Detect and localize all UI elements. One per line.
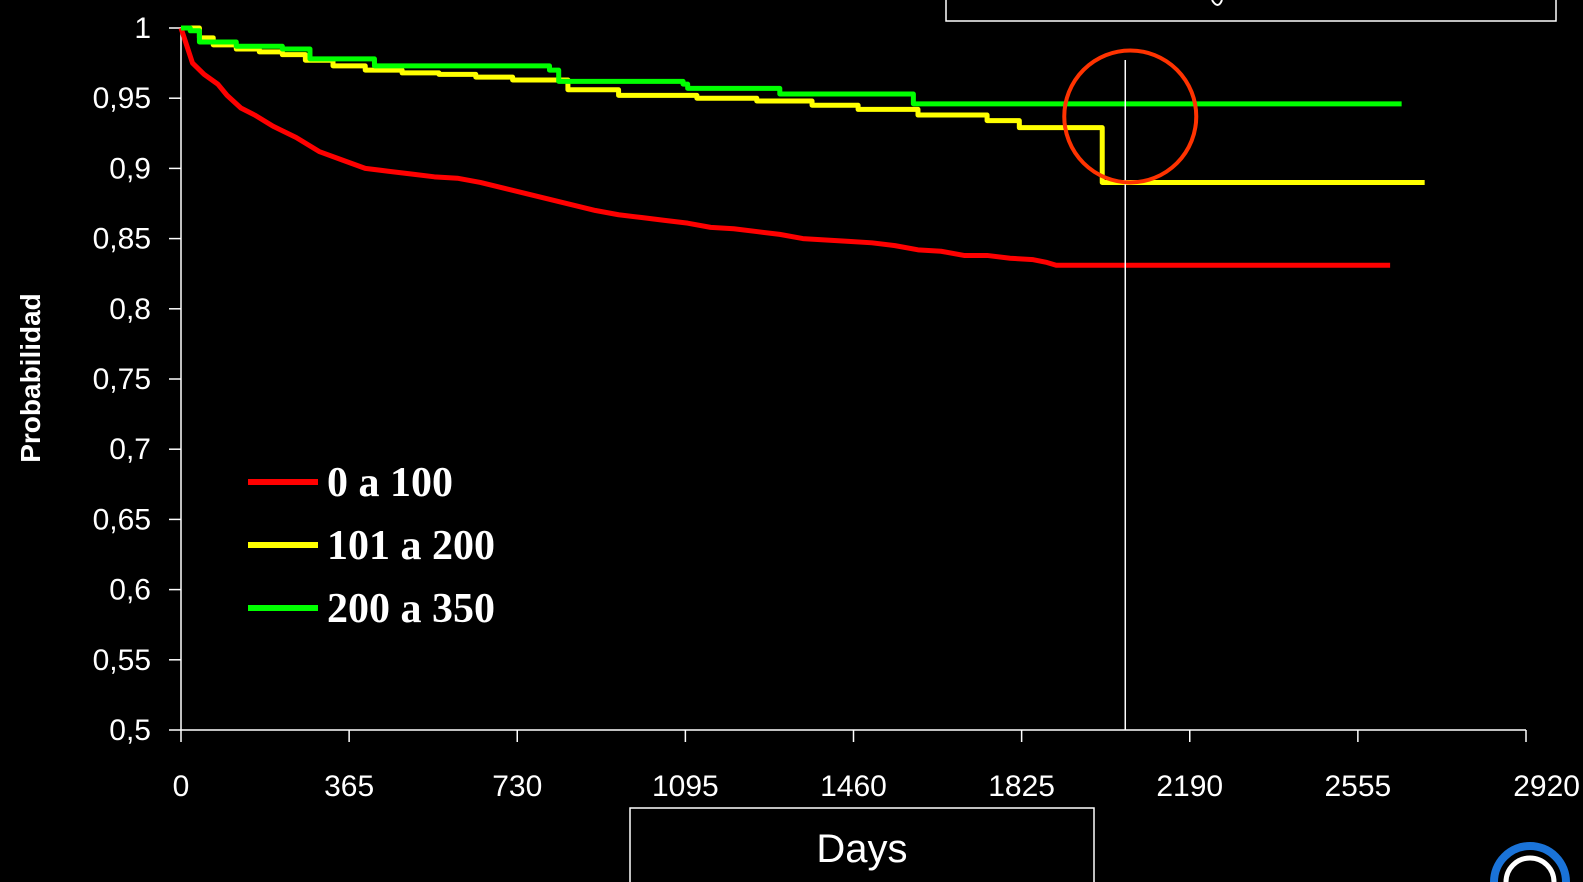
y-tick-label: 0,8 [109,293,151,326]
y-tick-label: 0,55 [93,644,151,677]
x-tick-label: 365 [324,770,374,803]
y-axis-title: Probabilidad [15,293,46,463]
legend-label-0-a-100: 0 a 100 [327,460,453,506]
y-tick-label: 0,6 [109,574,151,607]
y-tick-label: 0,7 [109,433,151,466]
series-line-101-a-200 [181,25,1425,185]
x-tick-label: 0 [173,770,190,803]
legend-label-101-a-200: 101 a 200 [327,523,495,569]
y-tick-label: 0,85 [93,223,151,256]
x-axis-title: Days [816,827,907,871]
y-tick-label: 0,5 [109,714,151,747]
x-tick-label: 1095 [652,770,719,803]
series-line-200-a-350 [181,25,1402,107]
y-tick-label: 1 [134,12,151,45]
x-tick-label: 1460 [820,770,887,803]
series-line-0-a-100 [178,27,1391,268]
x-tick-label: 2555 [1325,770,1392,803]
top-label-box [945,0,1557,22]
x-axis-title-box [629,807,1095,882]
logo [1490,842,1570,882]
y-tick-label: 0,75 [93,363,151,396]
x-axis-ticks: 0 365 730 1095 1460 1825 2190 2555 2920 [173,730,1580,803]
x-tick-label: 2190 [1156,770,1223,803]
top-box-text-fragment [1211,0,1223,6]
y-tick-label: 0,95 [93,82,151,115]
series-lines [178,25,1425,268]
x-tick-label: 2920 [1513,770,1580,803]
y-tick-label: 0,65 [93,503,151,536]
y-tick-label: 0,9 [109,152,151,185]
y-axis-ticks: 0,5 0,55 0,6 0,65 0,7 0,75 0,8 0,85 0,9 0,95 1 [93,12,181,747]
x-tick-label: 1825 [988,770,1055,803]
highlight-circle [1062,48,1199,185]
legend-label-200-a-350: 200 a 350 [327,586,495,632]
x-tick-label: 730 [492,770,542,803]
legend: 0 a 100 101 a 200 200 a 350 [248,460,495,632]
